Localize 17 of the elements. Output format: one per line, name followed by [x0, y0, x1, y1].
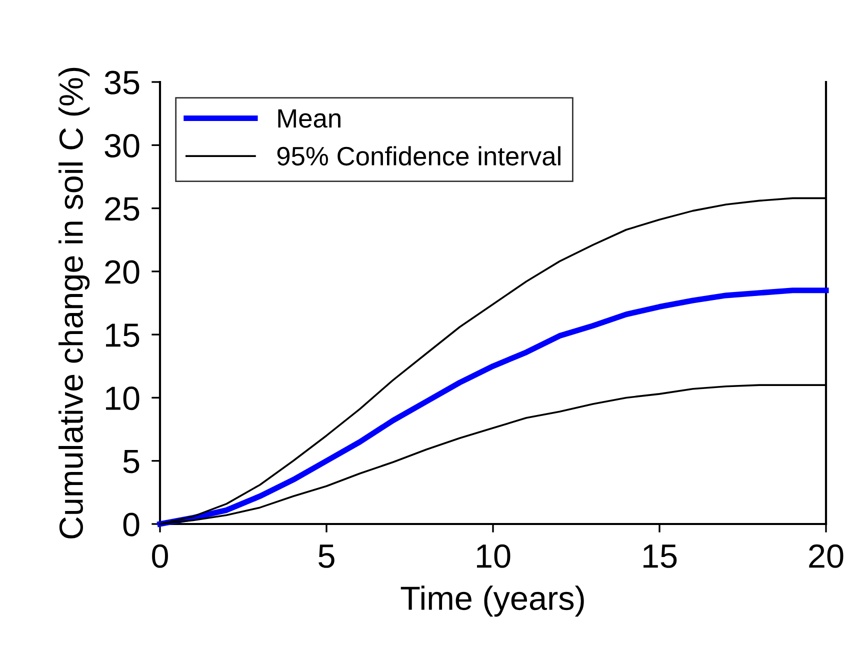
y-tick-label: 0 — [123, 512, 140, 536]
x-tick-label: 15 — [644, 544, 677, 568]
y-tick-label: 30 — [104, 134, 140, 158]
x-axis-title: Time (years) — [400, 586, 584, 617]
y-axis-title: Cumulative change in soil C (%) — [58, 68, 90, 538]
y-tick-label: 10 — [106, 386, 140, 410]
x-tick-label: 10 — [477, 544, 510, 568]
y-tick-label: 35 — [104, 70, 140, 94]
x-tick-label: 0 — [152, 544, 168, 568]
x-tick-label: 5 — [318, 544, 334, 568]
legend-label: Mean — [278, 109, 340, 128]
y-tick-label: 20 — [105, 260, 140, 284]
legend-label: 95% Confidence interval — [277, 146, 560, 166]
y-tick-label: 15 — [106, 324, 140, 347]
y-tick-label: 25 — [105, 197, 140, 221]
x-tick-label: 20 — [809, 544, 844, 568]
y-tick-label: 5 — [123, 450, 140, 474]
